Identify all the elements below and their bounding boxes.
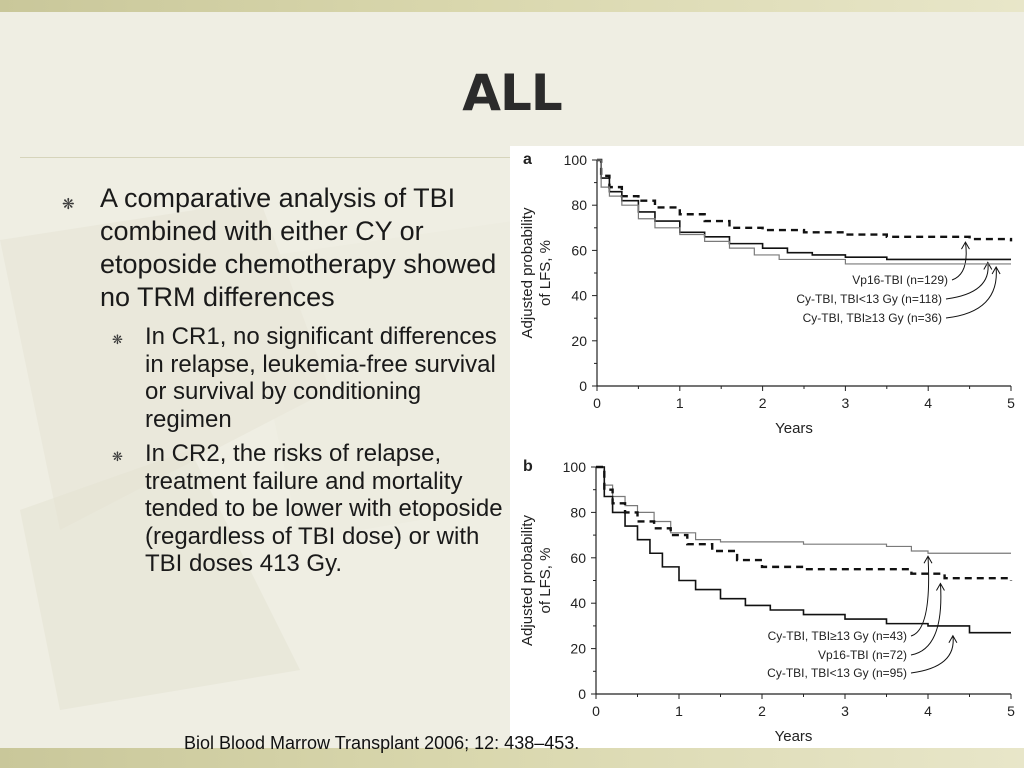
x-tick-label: 5 [1007, 395, 1015, 411]
arrowhead-icon [983, 261, 993, 270]
bullet-text: A comparative analysis of TBI combined w… [100, 183, 497, 312]
series-label: Cy-TBI, TBI<13 Gy (n=95) [767, 666, 907, 680]
asterisk-bullet-icon: ❋ [112, 449, 123, 464]
y-tick-label: 0 [578, 686, 586, 702]
asterisk-bullet-icon: ❋ [62, 196, 75, 213]
y-tick-label: 60 [571, 242, 587, 258]
leader-arrow-line [951, 242, 967, 281]
chart-b: b 0 20 40 60 80 100 0 1 2 3 4 5 Years Adjusted probabi… [519, 458, 1015, 745]
x-tick-label: 4 [924, 395, 932, 411]
y-tick-label: 100 [563, 459, 587, 475]
x-tick-label: 5 [1007, 703, 1015, 719]
top-decor-band [0, 0, 1024, 12]
sub-bullet-text: In CR2, the risks of relapse, treatment … [145, 440, 503, 577]
y-tick-label: 80 [570, 504, 586, 520]
chart-a: a 0 20 40 60 80 100 0 1 2 3 4 5 Years Adjusted probabi… [519, 151, 1015, 437]
y-tick-label: 100 [564, 152, 588, 168]
leader-arrow-line [910, 635, 954, 674]
chart-panel: a 0 20 40 60 80 100 0 1 2 3 4 5 Years Adjusted probabi… [510, 146, 1024, 748]
sub-bullet-text: In CR1, no significant differences in re… [145, 323, 497, 433]
background-paper-texture [0, 200, 540, 710]
series-label: Vp16-TBI (n=72) [818, 648, 907, 662]
x-tick-label: 2 [758, 703, 766, 719]
sub-bullet-item: ❋ In CR2, the risks of relapse, treatmen… [60, 440, 510, 578]
leader-arrow-line [910, 583, 942, 656]
arrowhead-icon [961, 241, 970, 250]
series-line-3 [597, 159, 1011, 265]
x-tick-label: 4 [924, 703, 932, 719]
y-tick-label: 40 [570, 595, 586, 611]
x-tick-label: 1 [675, 703, 683, 719]
arrowhead-icon [948, 634, 958, 643]
y-tick-label: 80 [571, 197, 587, 213]
x-tick-label: 0 [592, 703, 600, 719]
series-label: Vp16-TBI (n=129) [852, 273, 948, 287]
y-tick-label: 20 [570, 641, 586, 657]
leader-arrow-line [910, 556, 930, 637]
bullet-list: ❋ A comparative analysis of TBI combined… [60, 182, 510, 578]
y-axis-label-line1: Adjusted probability [519, 207, 536, 338]
slide-title: ALL [462, 64, 562, 122]
x-tick-label: 1 [676, 395, 684, 411]
y-tick-label: 0 [579, 378, 587, 394]
series-line-1 [597, 158, 1013, 242]
y-axis-label-line2: of LFS, % [537, 548, 554, 614]
asterisk-bullet-icon: ❋ [112, 332, 123, 347]
y-tick-label: 20 [571, 333, 587, 349]
series-line-1 [596, 466, 1011, 554]
panel-label: a [523, 151, 532, 168]
x-tick-label: 3 [842, 395, 850, 411]
arrowhead-icon [923, 555, 933, 564]
series-label: Cy-TBI, TBI≥13 Gy (n=43) [768, 629, 907, 643]
series-line-3 [596, 466, 1011, 634]
y-axis-label-line1: Adjusted probability [519, 515, 536, 646]
x-tick-label: 0 [593, 395, 601, 411]
leader-arrow-line [945, 262, 989, 300]
sub-bullet-item: ❋ In CR1, no significant differences in … [60, 323, 510, 433]
arrowhead-icon [991, 265, 1001, 275]
series-line-2 [597, 159, 1011, 261]
x-tick-label: 3 [841, 703, 849, 719]
bullet-item: ❋ A comparative analysis of TBI combined… [60, 182, 510, 314]
bottom-decor-band [0, 748, 1024, 768]
y-tick-label: 60 [570, 550, 586, 566]
x-axis-label: Years [775, 420, 813, 437]
series-label: Cy-TBI, TBI≥13 Gy (n=36) [803, 311, 942, 325]
x-axis-label: Years [775, 728, 813, 745]
series-label: Cy-TBI, TBI<13 Gy (n=118) [796, 292, 942, 306]
leader-arrow-line [945, 266, 997, 319]
panel-label: b [523, 458, 533, 475]
arrowhead-icon [936, 582, 945, 591]
y-tick-label: 40 [571, 288, 587, 304]
citation: Biol Blood Marrow Transplant 2006; 12: 4… [184, 733, 580, 753]
x-tick-label: 2 [759, 395, 767, 411]
series-line-2 [596, 465, 1013, 581]
title-divider [20, 157, 510, 158]
y-axis-label-line2: of LFS, % [537, 240, 554, 306]
